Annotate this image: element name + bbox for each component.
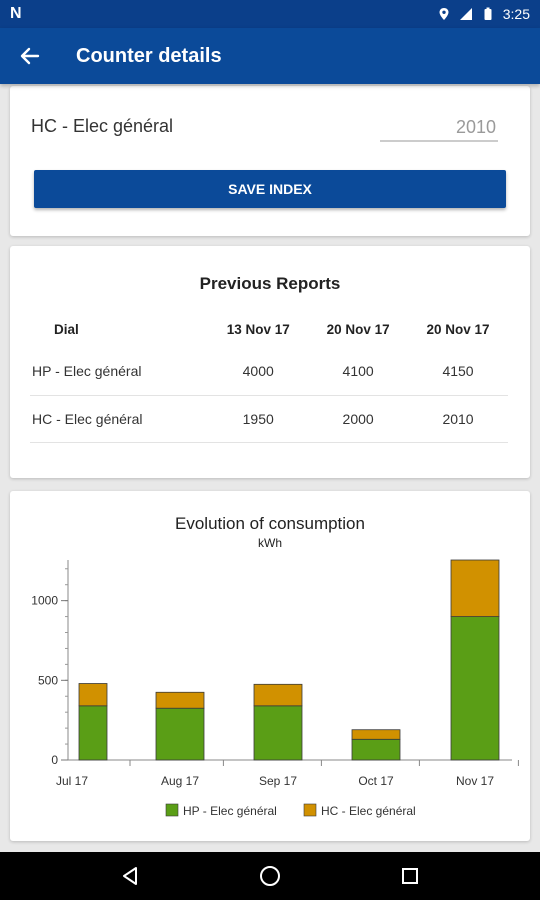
x-tick-label: Jul 17 (56, 774, 88, 788)
chart-subtitle: kWh (258, 536, 282, 550)
consumption-chart-card: Evolution of consumption kWh 0 500 1000 Jul 1… (10, 491, 530, 841)
nav-back-button[interactable] (110, 856, 150, 896)
legend-label: HP - Elec général (183, 804, 277, 818)
bar-hp (253, 705, 303, 761)
counter-label: HC - Elec général (31, 116, 174, 136)
nav-home-button[interactable] (250, 856, 290, 896)
dial-cell: HP - Elec général (30, 348, 209, 396)
bar-hc (155, 691, 205, 709)
page-title: Counter details (76, 44, 222, 67)
value-cell: 4150 (408, 348, 508, 396)
value-cell: 4100 (308, 348, 409, 396)
nav-back-icon (123, 867, 137, 885)
legend-label: HC - Elec général (321, 804, 416, 818)
consumption-chart: Evolution of consumption kWh 0 500 1000 Jul 1… (31, 514, 519, 818)
signal-icon (459, 8, 472, 20)
arrow-back-icon (20, 47, 40, 65)
column-header: Dial (54, 321, 79, 337)
status-bar: N 3:25 (0, 0, 540, 28)
bar-hc (450, 559, 500, 617)
column-header: 13 Nov 17 (226, 321, 290, 337)
x-tick-label: Sep 17 (259, 774, 297, 788)
bar-hc (78, 683, 108, 707)
value-cell: 4000 (208, 348, 309, 396)
app-bar: Counter details (0, 28, 540, 84)
value-cell: 2000 (308, 395, 409, 443)
x-tick-label: Nov 17 (456, 774, 494, 788)
battery-icon (484, 7, 492, 20)
chart-title: Evolution of consumption (175, 514, 365, 533)
x-tick-label: Oct 17 (358, 774, 394, 788)
y-tick-label: 0 (51, 753, 58, 767)
index-card: HC - Elec général SAVE INDEX (10, 86, 530, 236)
x-tick-label: Aug 17 (161, 774, 199, 788)
system-nav-bar (0, 852, 540, 900)
reports-table: Dial 13 Nov 17 20 Nov 17 20 Nov 17 HP - … (30, 310, 508, 443)
dial-cell: HC - Elec général (30, 395, 209, 443)
save-index-button[interactable]: SAVE INDEX (34, 170, 506, 208)
reports-title: Previous Reports (199, 274, 341, 293)
legend-swatch (165, 803, 179, 817)
value-cell: 2010 (408, 395, 508, 443)
bar-hc (253, 683, 303, 707)
bar-hp (351, 738, 401, 761)
table-row: HP - Elec général 4000 4100 4150 (30, 348, 508, 396)
nav-recents-icon (402, 868, 418, 884)
status-time: 3:25 (502, 6, 530, 22)
app-logo-icon: N (10, 5, 22, 22)
bar-hp (155, 707, 205, 761)
table-row: HC - Elec général 1950 2000 2010 (30, 395, 508, 443)
index-input[interactable] (380, 114, 498, 142)
y-tick-label: 500 (38, 673, 58, 687)
nav-home-icon (260, 866, 280, 886)
column-header: 20 Nov 17 (426, 321, 490, 337)
previous-reports-card: Previous Reports Dial 13 Nov 17 20 Nov 1… (10, 246, 530, 478)
bar-hp (78, 705, 108, 761)
table-header-row: Dial 13 Nov 17 20 Nov 17 20 Nov 17 (30, 310, 508, 348)
legend-swatch (303, 803, 317, 817)
y-tick-label: 1000 (31, 594, 58, 608)
value-cell: 1950 (208, 395, 309, 443)
back-button[interactable] (0, 28, 60, 84)
location-icon (439, 8, 449, 20)
nav-recents-button[interactable] (390, 856, 430, 896)
bar-hp (450, 616, 500, 761)
column-header: 20 Nov 17 (326, 321, 390, 337)
bar-hc (351, 729, 401, 740)
